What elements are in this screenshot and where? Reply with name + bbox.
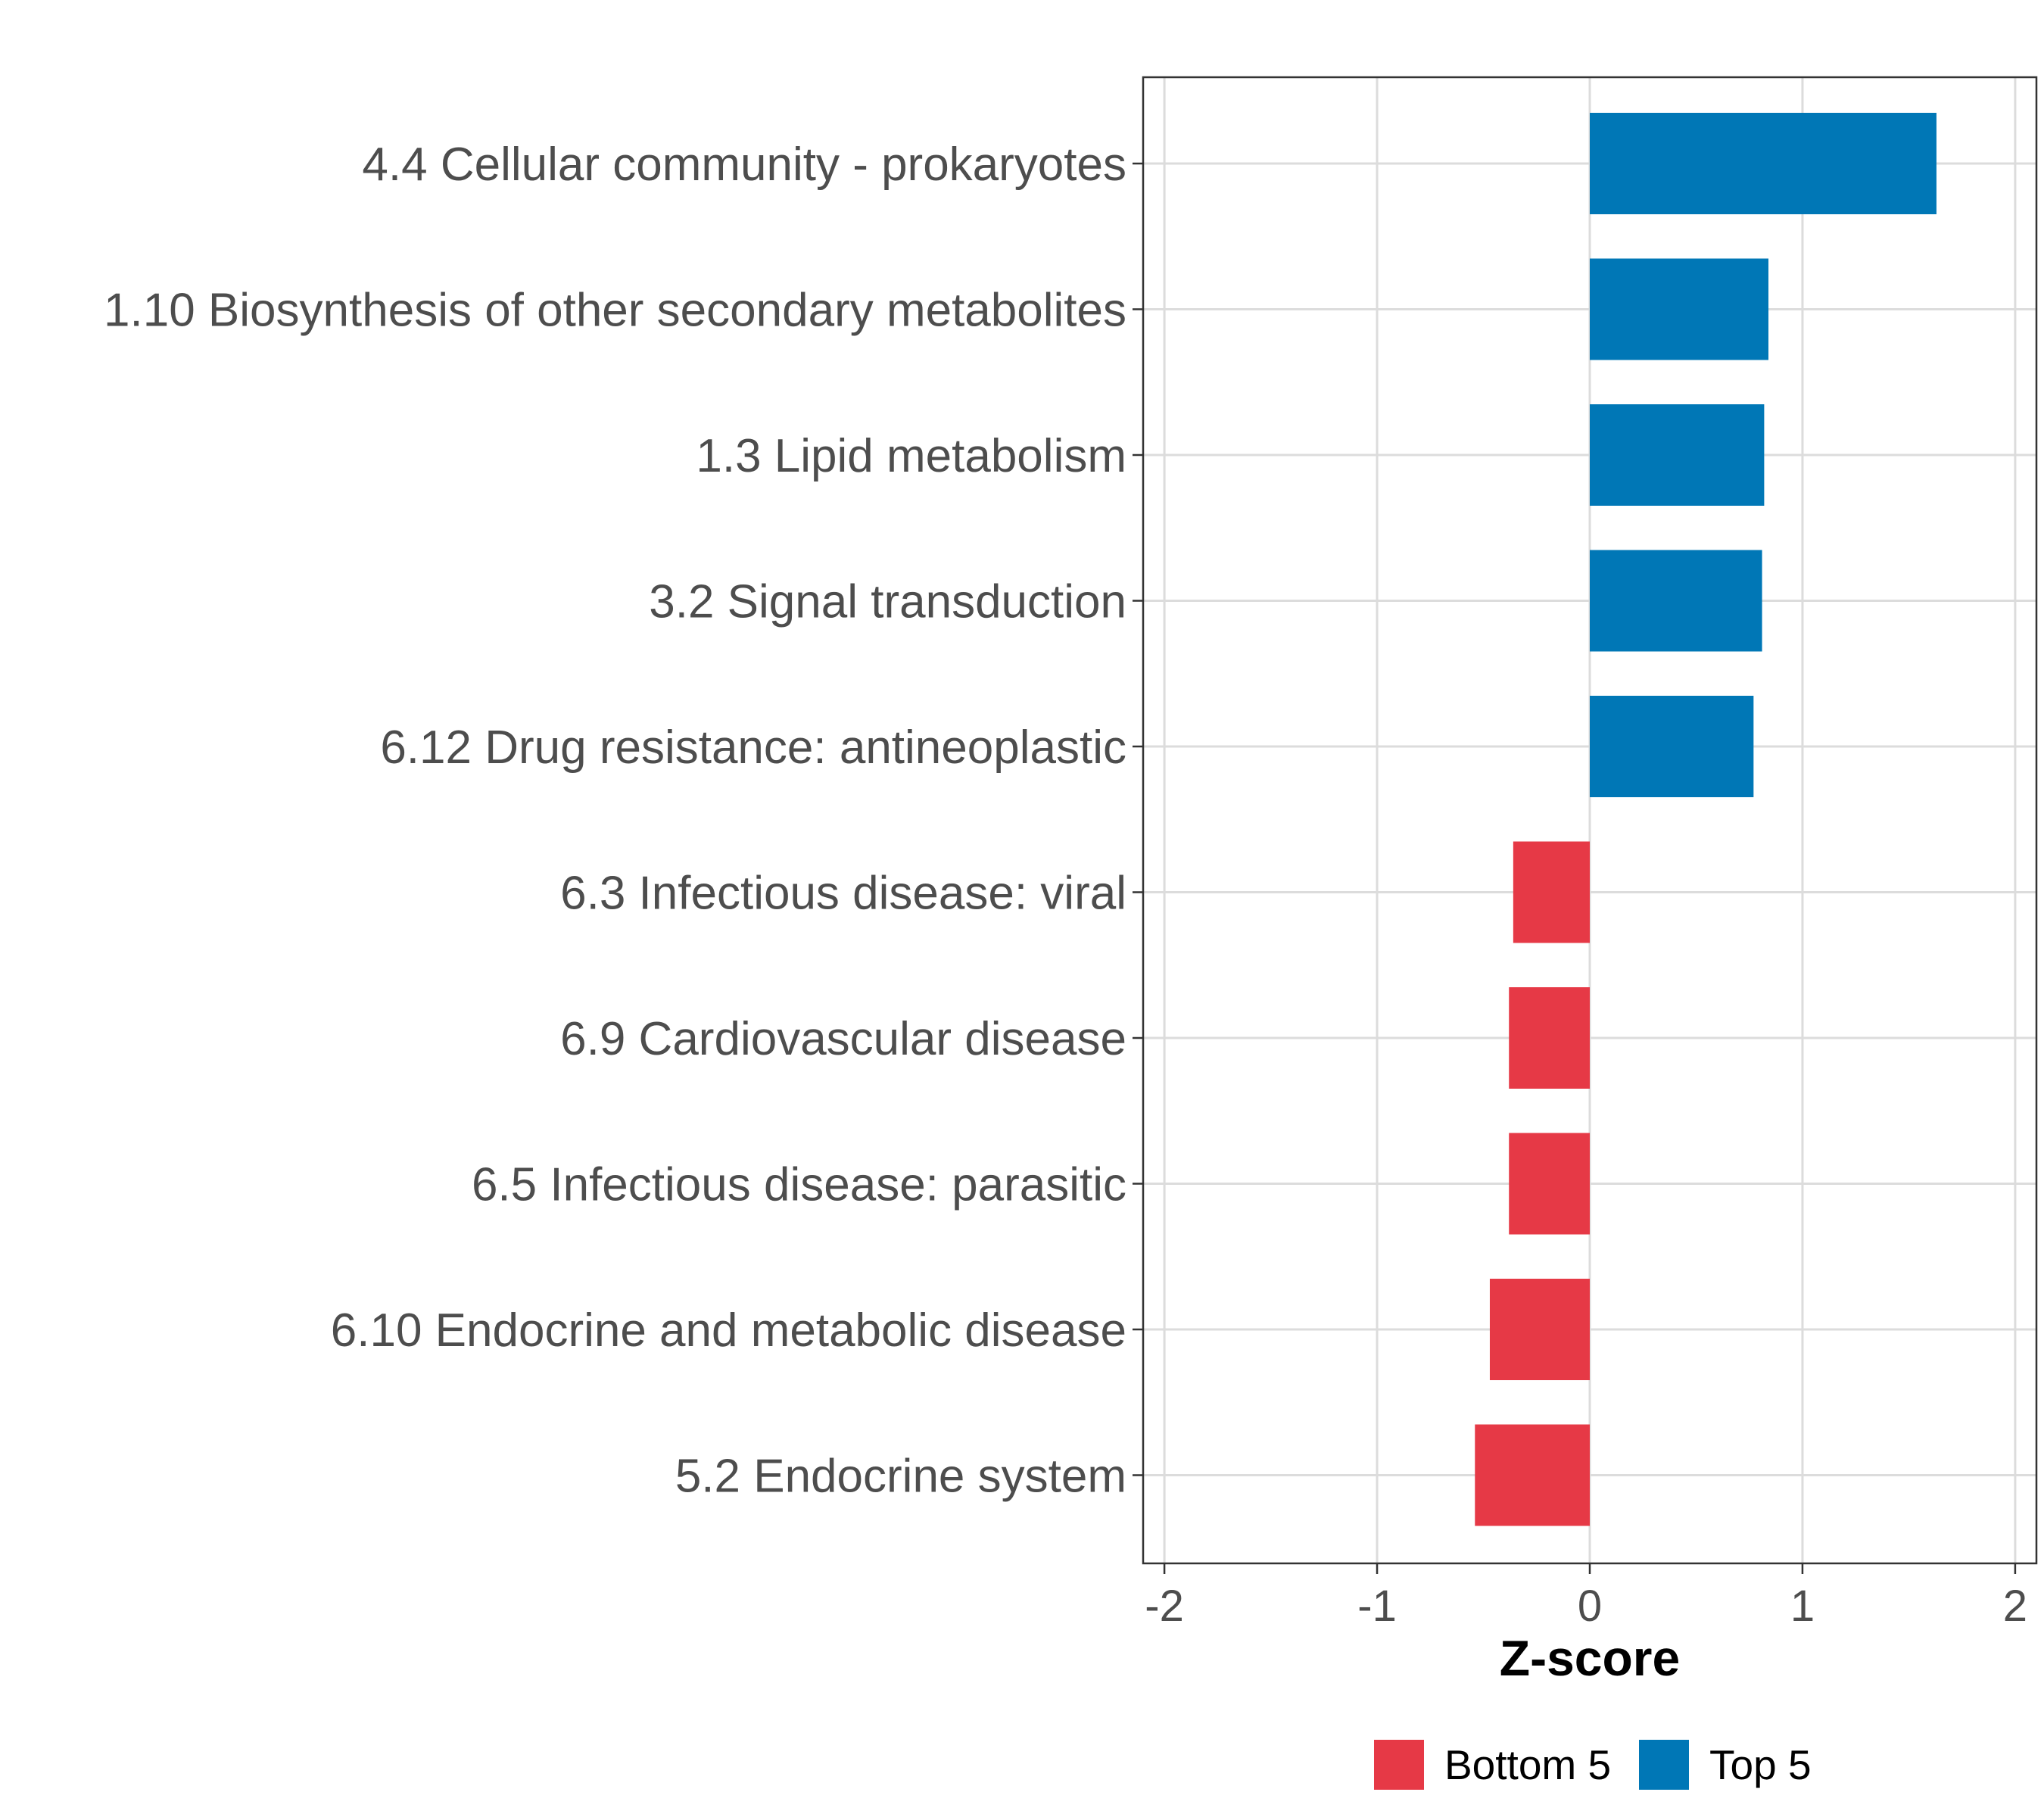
bar [1475, 1424, 1590, 1526]
bar [1590, 404, 1765, 506]
bar [1590, 113, 1937, 214]
category-label: 5.2 Endocrine system [675, 1451, 1126, 1503]
legend-label: Bottom 5 [1444, 1741, 1611, 1788]
bar [1590, 550, 1762, 652]
category-label: 6.9 Cardiovascular disease [560, 1013, 1126, 1065]
legend-swatch [1374, 1740, 1424, 1790]
legend: Bottom 5 Top 5 [1374, 1740, 1812, 1790]
bar [1590, 258, 1768, 360]
bar [1513, 841, 1590, 943]
x-tick-label: -2 [1145, 1582, 1184, 1631]
x-tick-label: 1 [1790, 1582, 1815, 1631]
axes: -2 -1 0 1 2 4.4 Cellular community - prokaryo… [104, 139, 2027, 1631]
bar [1509, 1133, 1590, 1235]
bars [1475, 113, 1937, 1526]
x-axis-title: Z-score [1500, 1630, 1680, 1686]
x-tick-label: -1 [1357, 1582, 1397, 1631]
category-label: 6.12 Drug resistance: antineoplastic [380, 722, 1126, 774]
bar [1509, 987, 1590, 1089]
category-label: 6.10 Endocrine and metabolic disease [331, 1304, 1126, 1357]
category-label: 1.3 Lipid metabolism [696, 430, 1126, 482]
x-tick-label: 0 [1578, 1582, 1602, 1631]
category-label: 3.2 Signal transduction [649, 576, 1126, 628]
legend-swatch [1639, 1740, 1689, 1790]
x-tick-label: 2 [2003, 1582, 2027, 1631]
bar [1590, 696, 1754, 797]
category-label: 6.3 Infectious disease: viral [560, 868, 1126, 920]
legend-label: Top 5 [1709, 1741, 1812, 1788]
category-label: 1.10 Biosynthesis of other secondary met… [104, 285, 1126, 337]
category-label: 6.5 Infectious disease: parasitic [472, 1159, 1126, 1211]
category-label: 4.4 Cellular community - prokaryotes [362, 139, 1126, 191]
bar [1489, 1279, 1590, 1380]
